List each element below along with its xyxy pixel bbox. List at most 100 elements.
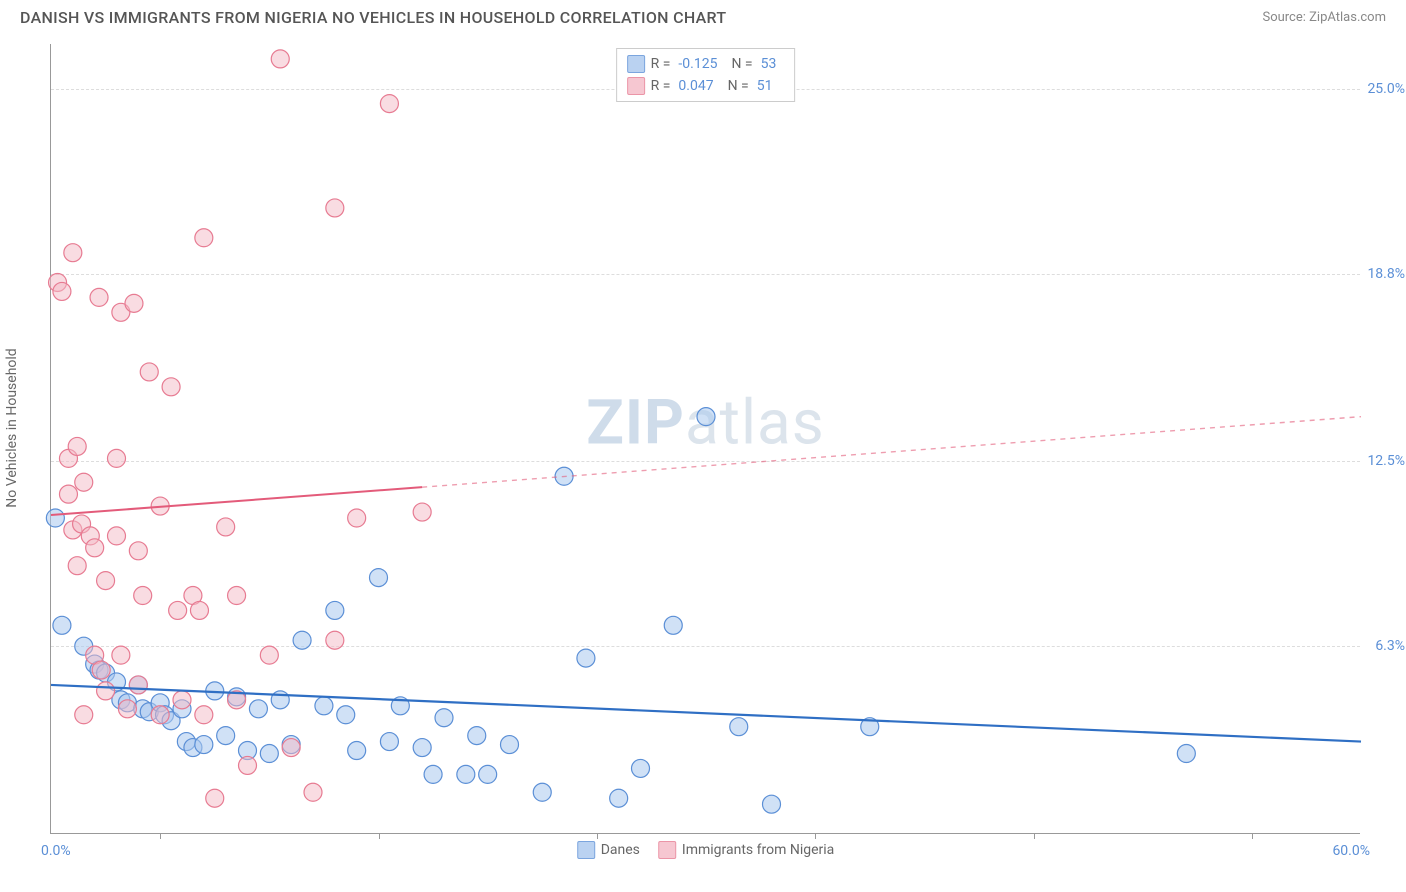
trendline-nigeria [51,487,422,515]
legend-series-label: Immigrants from Nigeria [682,842,834,858]
data-point-nigeria [97,682,115,700]
x-tick [379,833,380,839]
legend-item-nigeria: Immigrants from Nigeria [658,841,834,859]
data-point-danes [610,789,628,807]
data-point-danes [260,745,278,763]
data-point-danes [195,736,213,754]
y-tick-label: 25.0% [1367,81,1405,97]
series-legend: Danes Immigrants from Nigeria [577,841,835,859]
data-point-nigeria [53,282,71,300]
data-point-danes [533,783,551,801]
chart-header: DANISH VS IMMIGRANTS FROM NIGERIA NO VEH… [0,0,1406,31]
data-point-nigeria [75,473,93,491]
data-point-nigeria [134,587,152,605]
data-point-danes [664,616,682,634]
x-axis-min-label: 0.0% [41,843,71,859]
data-point-danes [632,759,650,777]
data-point-danes [468,727,486,745]
y-axis-label: No Vehicles in Household [4,348,20,507]
data-point-danes [380,733,398,751]
data-point-nigeria [108,449,126,467]
data-point-nigeria [151,706,169,724]
data-point-nigeria [140,363,158,381]
x-tick [1034,833,1035,839]
y-tick-label: 12.5% [1367,453,1405,469]
chart-plot-area: ZIPatlas 6.3%12.5%18.8%25.0% 0.0% 60.0% … [50,44,1360,834]
legend-swatch-icon [627,55,645,73]
data-point-danes [413,739,431,757]
data-point-nigeria [195,706,213,724]
data-point-nigeria [228,587,246,605]
data-point-danes [370,569,388,587]
y-tick-label: 18.8% [1367,266,1405,282]
data-point-nigeria [86,539,104,557]
legend-swatch-icon [577,841,595,859]
data-point-danes [435,709,453,727]
legend-n-label: N = [731,56,752,72]
chart-title: DANISH VS IMMIGRANTS FROM NIGERIA NO VEH… [20,8,726,27]
data-point-danes [457,765,475,783]
data-point-danes [348,742,366,760]
data-point-danes [46,509,64,527]
data-point-danes [424,765,442,783]
correlation-legend: R =-0.125N =53R =0.047N =51 [616,48,796,102]
data-point-danes [577,649,595,667]
x-tick [815,833,816,839]
data-point-nigeria [206,789,224,807]
data-point-nigeria [271,50,289,68]
x-tick [1252,833,1253,839]
x-tick [597,833,598,839]
data-point-danes [326,601,344,619]
data-point-nigeria [413,503,431,521]
x-axis-max-label: 60.0% [1332,843,1370,859]
trendline-dashed-nigeria [422,417,1361,488]
data-point-danes [217,727,235,745]
data-point-nigeria [75,706,93,724]
data-point-danes [763,795,781,813]
data-point-danes [501,736,519,754]
data-point-nigeria [97,572,115,590]
data-point-nigeria [326,199,344,217]
data-point-nigeria [118,700,136,718]
data-point-danes [697,408,715,426]
data-point-nigeria [125,294,143,312]
data-point-nigeria [112,646,130,664]
chart-source: Source: ZipAtlas.com [1262,10,1386,25]
legend-row-danes: R =-0.125N =53 [627,53,785,75]
data-point-nigeria [68,557,86,575]
legend-item-danes: Danes [577,841,640,859]
y-tick-label: 6.3% [1375,638,1405,654]
data-point-danes [337,706,355,724]
data-point-danes [730,718,748,736]
legend-series-label: Danes [601,842,640,858]
data-point-danes [293,631,311,649]
trendline-danes [51,685,1361,742]
scatter-plot-svg [51,44,1360,833]
data-point-nigeria [260,646,278,664]
data-point-nigeria [129,676,147,694]
data-point-nigeria [92,661,110,679]
legend-r-label: R = [651,78,671,94]
data-point-nigeria [68,437,86,455]
data-point-nigeria [173,691,191,709]
data-point-nigeria [282,739,300,757]
x-tick [160,833,161,839]
data-point-danes [315,697,333,715]
data-point-danes [53,616,71,634]
legend-swatch-icon [658,841,676,859]
legend-n-value: 53 [761,56,777,72]
data-point-nigeria [239,756,257,774]
data-point-nigeria [195,229,213,247]
data-point-nigeria [64,244,82,262]
data-point-nigeria [90,288,108,306]
data-point-danes [1177,745,1195,763]
data-point-nigeria [304,783,322,801]
data-point-danes [249,700,267,718]
legend-row-nigeria: R =0.047N =51 [627,75,785,97]
legend-n-label: N = [728,78,749,94]
data-point-nigeria [380,95,398,113]
data-point-nigeria [190,601,208,619]
data-point-nigeria [169,601,187,619]
data-point-nigeria [162,378,180,396]
data-point-nigeria [129,542,147,560]
